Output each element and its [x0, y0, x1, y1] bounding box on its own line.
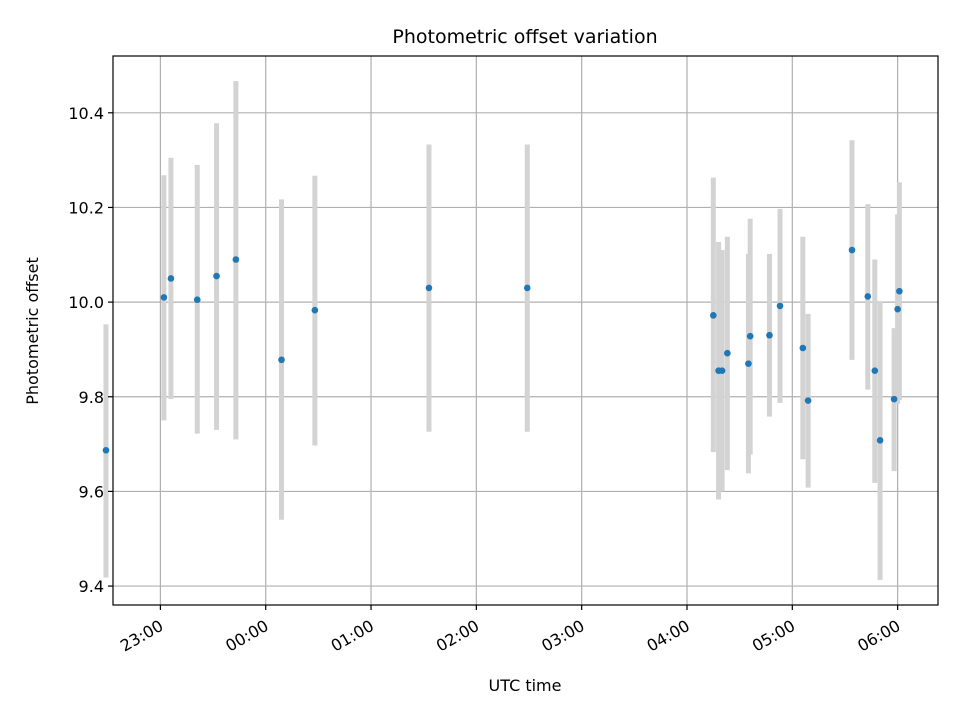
data-point — [799, 344, 807, 352]
data-point — [425, 284, 433, 292]
data-point — [102, 446, 110, 454]
data-point — [167, 275, 175, 282]
data-point — [776, 302, 784, 310]
chart-title: Photometric offset variation — [392, 26, 657, 48]
data-point — [848, 246, 856, 254]
y-tick-label: 10.4 — [68, 104, 104, 123]
data-point — [766, 331, 773, 339]
y-tick-label: 10.0 — [68, 293, 104, 312]
data-point — [718, 367, 726, 375]
data-point — [523, 284, 531, 292]
data-point — [871, 367, 879, 375]
y-tick-label: 9.8 — [79, 388, 104, 407]
data-point — [232, 256, 240, 263]
plot-frame — [112, 55, 939, 606]
data-point — [876, 437, 884, 444]
data-point — [278, 356, 285, 364]
data-point — [193, 296, 201, 304]
y-tick-label: 10.2 — [68, 198, 104, 217]
data-point — [864, 293, 872, 300]
data-point — [896, 287, 903, 295]
y-tick-label: 9.6 — [79, 482, 104, 501]
data-point — [746, 332, 754, 340]
data-point — [745, 360, 752, 367]
data-point — [724, 349, 731, 357]
data-point — [710, 312, 717, 319]
data-point — [894, 305, 901, 313]
data-point — [311, 306, 319, 314]
data-points — [102, 246, 903, 454]
data-point — [890, 395, 898, 403]
y-axis-label: Photometric offset — [23, 257, 42, 405]
y-axis-ticks: 9.4 9.6 9.8 10.0 10.2 10.4 — [68, 104, 113, 596]
y-tick-label: 9.4 — [79, 577, 104, 596]
x-axis-label: UTC time — [489, 676, 562, 695]
data-point — [213, 272, 220, 280]
data-point — [160, 294, 168, 301]
data-point — [804, 397, 812, 404]
